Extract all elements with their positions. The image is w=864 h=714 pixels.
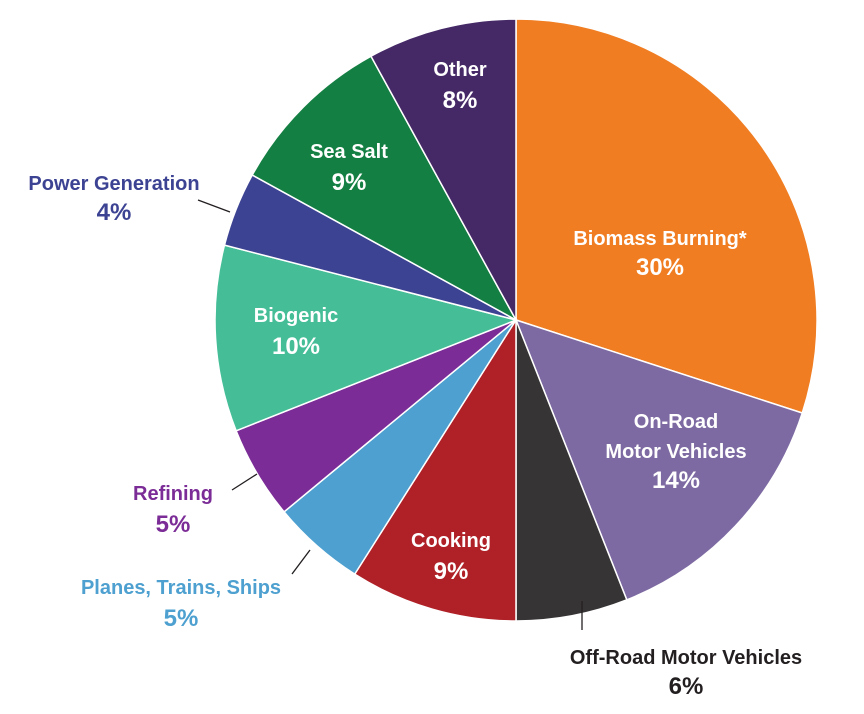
slice-other — [369, 18, 517, 321]
slice-value-biomass: 30% — [636, 254, 684, 281]
slice-value-other: 8% — [443, 87, 478, 114]
slice-biomass — [515, 18, 818, 414]
slice-biogenic — [214, 244, 519, 432]
label-onroad: On-Road Motor Vehicles 14% — [605, 411, 746, 494]
slice-name-cooking: Cooking — [411, 530, 491, 552]
slice-name-refining: Refining — [133, 483, 213, 505]
slice-value-offroad: 6% — [669, 673, 704, 700]
slice-value-power: 4% — [97, 199, 132, 226]
leader-line-power — [197, 199, 231, 213]
slice-name-power: Power Generation — [28, 173, 199, 195]
label-seasalt: Sea Salt 9% — [310, 141, 388, 196]
slice-name-onroad: Motor Vehicles — [605, 441, 746, 463]
label-other: Other 8% — [433, 59, 487, 114]
leader-lines — [197, 199, 583, 630]
leader-line-planes — [291, 549, 311, 575]
pie-slices — [214, 18, 818, 622]
slice-name-biomass: Biomass Burning* — [573, 228, 747, 250]
slice-value-biogenic: 10% — [272, 333, 320, 360]
label-offroad: Off-Road Motor Vehicles 6% — [570, 647, 802, 700]
slice-name-planes: Planes, Trains, Ships — [81, 577, 281, 599]
slice-value-onroad: 14% — [652, 467, 700, 494]
slice-value-cooking: 9% — [434, 558, 469, 585]
slice-value-seasalt: 9% — [332, 169, 367, 196]
label-planes: Planes, Trains, Ships 5% — [81, 577, 281, 632]
slice-seasalt — [251, 55, 518, 322]
slice-labels: Biomass Burning* 30% On-Road Motor Vehicles… — [28, 59, 802, 700]
label-biogenic: Biogenic 10% — [254, 305, 338, 360]
slice-name-other: Other — [433, 59, 487, 81]
slice-cooking — [353, 317, 517, 622]
slice-name-offroad: Off-Road Motor Vehicles — [570, 647, 802, 669]
leader-line-refining — [231, 473, 258, 491]
label-refining: Refining 5% — [133, 483, 213, 538]
slice-name-seasalt: Sea Salt — [310, 141, 388, 163]
slice-value-refining: 5% — [156, 511, 191, 538]
slice-value-planes: 5% — [164, 605, 199, 632]
label-cooking: Cooking 9% — [411, 530, 491, 585]
slice-name-biogenic: Biogenic — [254, 305, 338, 327]
label-power: Power Generation 4% — [28, 173, 199, 226]
label-biomass: Biomass Burning* 30% — [573, 228, 747, 281]
slice-name-onroad: On-Road — [634, 411, 718, 433]
slice-onroad — [514, 318, 804, 601]
